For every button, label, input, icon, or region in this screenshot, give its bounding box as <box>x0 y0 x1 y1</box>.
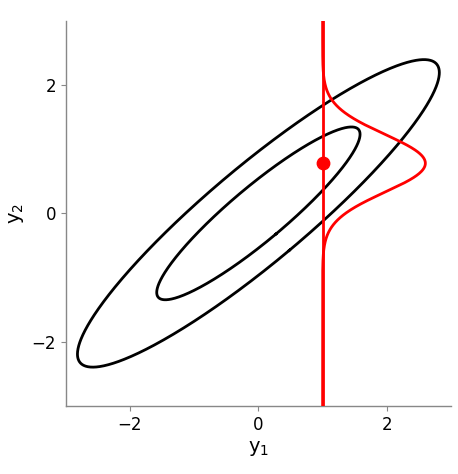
Point <box>319 159 326 167</box>
Y-axis label: y$_2$: y$_2$ <box>7 203 26 224</box>
X-axis label: y$_1$: y$_1$ <box>248 439 269 458</box>
